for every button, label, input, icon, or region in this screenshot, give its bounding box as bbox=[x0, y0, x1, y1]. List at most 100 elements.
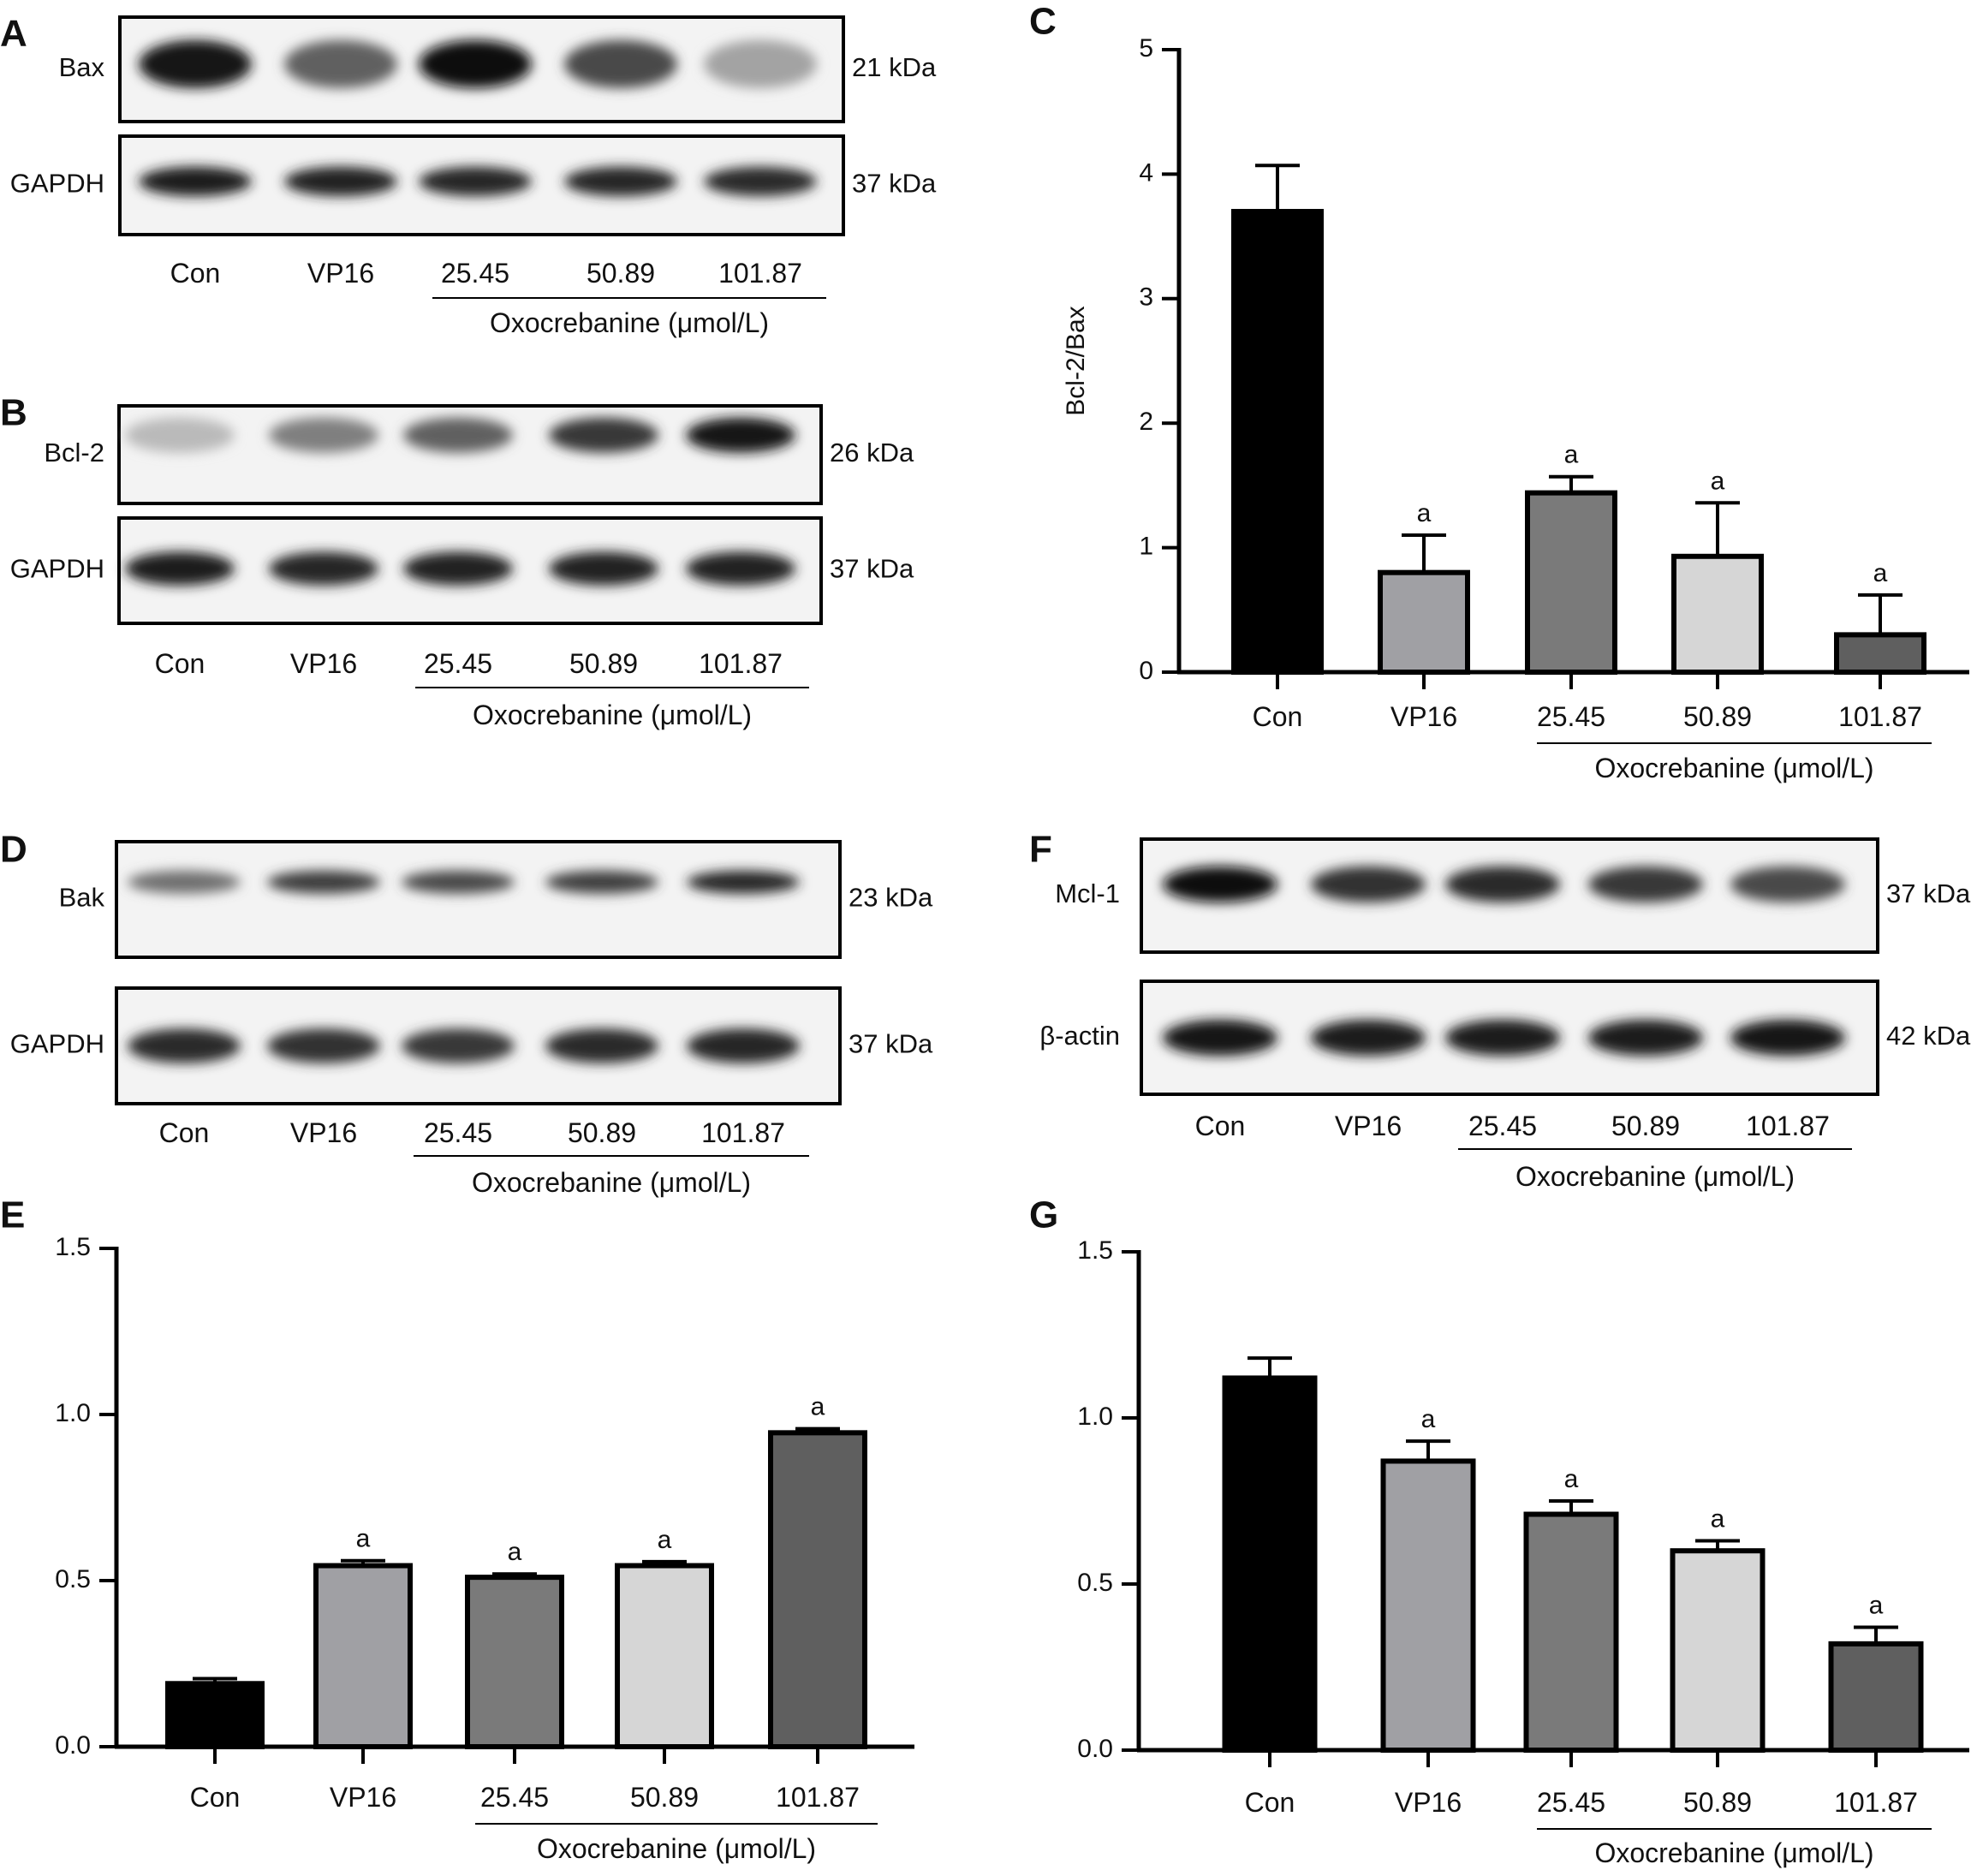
protein-label: GAPDH bbox=[10, 1029, 104, 1059]
blot-band bbox=[687, 1028, 800, 1063]
y-tick-label: 1.0 bbox=[55, 1399, 91, 1427]
lane-label: 101.87 bbox=[1746, 1111, 1830, 1141]
kda-label: 37 kDa bbox=[830, 554, 914, 584]
blot-band bbox=[139, 166, 252, 197]
significance-label: a bbox=[508, 1538, 522, 1566]
bar-101.87 bbox=[768, 1430, 867, 1749]
protein-label: Bax bbox=[59, 52, 105, 82]
blot-row: GAPDH 37 kDa bbox=[10, 516, 914, 625]
blot-band bbox=[1444, 866, 1561, 902]
blot-row: Bcl-2 26 kDa bbox=[44, 404, 914, 505]
significance-label: a bbox=[356, 1525, 371, 1553]
group-label: Oxocrebanine (μmol/L) bbox=[490, 307, 769, 338]
kda-label: 37 kDa bbox=[852, 169, 937, 199]
blot-band bbox=[284, 166, 397, 197]
bar-VP16 bbox=[1378, 569, 1470, 675]
lane-label: 101.87 bbox=[718, 258, 802, 289]
x-tick-label: 50.89 bbox=[1683, 701, 1752, 732]
group-label: Oxocrebanine (μmol/L) bbox=[473, 700, 752, 730]
protein-label: Mcl-1 bbox=[1055, 878, 1120, 908]
lane-label: Con bbox=[155, 648, 205, 679]
protein-label: β-actin bbox=[1039, 1021, 1120, 1051]
y-tick-label: 1.5 bbox=[55, 1233, 91, 1261]
significance-label: a bbox=[1421, 1405, 1436, 1433]
group-label: Oxocrebanine (μmol/L) bbox=[537, 1833, 816, 1864]
panel-letter: C bbox=[1029, 1, 1057, 43]
y-tick-label: 5 bbox=[1139, 34, 1153, 63]
blot-panel-A: A Bax 21 kDa GAPDH 37 kDa Con VP16 25.45 50.89 10… bbox=[0, 13, 937, 338]
lane-label: Con bbox=[159, 1117, 210, 1148]
blot-band bbox=[564, 166, 677, 197]
y-tick-label: 0.5 bbox=[55, 1565, 91, 1593]
x-tick-label: 101.87 bbox=[776, 1782, 860, 1813]
bar-VP16 bbox=[1380, 1458, 1476, 1753]
x-tick-label: 50.89 bbox=[630, 1782, 699, 1813]
panel-letter: F bbox=[1029, 829, 1052, 871]
x-tick-label: 101.87 bbox=[1834, 1787, 1918, 1818]
lane-label: 50.89 bbox=[568, 1117, 636, 1148]
blot-band bbox=[564, 39, 677, 88]
blot-band bbox=[1162, 866, 1278, 902]
blot-band bbox=[1310, 866, 1426, 902]
blot-band bbox=[125, 551, 235, 586]
significance-label: a bbox=[811, 1393, 825, 1421]
lane-label: 50.89 bbox=[1611, 1111, 1680, 1141]
y-tick-label: 0.5 bbox=[1077, 1569, 1113, 1597]
lane-label: VP16 bbox=[307, 258, 374, 289]
blot-row: GAPDH 37 kDa bbox=[10, 986, 933, 1105]
blot-panel-B: B Bcl-2 26 kDa GAPDH 37 kDa Con VP16 25.45 50.89… bbox=[0, 392, 914, 730]
significance-label: a bbox=[1869, 1591, 1884, 1619]
blot-band bbox=[128, 1028, 241, 1063]
bar-50.89 bbox=[615, 1563, 714, 1750]
blot-band bbox=[686, 551, 795, 586]
blot-band bbox=[549, 417, 658, 453]
blot-band bbox=[403, 551, 513, 586]
blot-membrane bbox=[115, 840, 842, 959]
blot-band bbox=[549, 551, 658, 586]
lane-label: 50.89 bbox=[569, 648, 638, 679]
y-tick-label: 0.0 bbox=[1077, 1735, 1113, 1763]
blot-band bbox=[686, 417, 795, 453]
lane-label: 25.45 bbox=[1468, 1111, 1537, 1141]
lane-label: VP16 bbox=[290, 1117, 357, 1148]
blot-band bbox=[284, 39, 397, 88]
y-tick-label: 0.0 bbox=[55, 1731, 91, 1760]
kda-label: 37 kDa bbox=[1886, 878, 1971, 908]
blot-row: GAPDH 37 kDa bbox=[10, 134, 937, 236]
x-tick-label: 25.45 bbox=[480, 1782, 549, 1813]
y-tick-label: 0 bbox=[1139, 657, 1153, 685]
blot-panel-D: D Bak 23 kDa GAPDH 37 kDa Con VP16 25.45 50.89 10… bbox=[0, 829, 933, 1198]
blot-band bbox=[1444, 1019, 1561, 1057]
bar-25.45 bbox=[465, 1575, 564, 1749]
bar-Con bbox=[1231, 209, 1324, 675]
significance-label: a bbox=[1711, 1505, 1725, 1534]
kda-label: 21 kDa bbox=[852, 52, 937, 82]
lane-label: Con bbox=[170, 258, 221, 289]
blot-band bbox=[1730, 1019, 1846, 1057]
y-tick-label: 1.5 bbox=[1077, 1236, 1113, 1265]
blot-band bbox=[128, 870, 241, 894]
blot-band bbox=[545, 1028, 658, 1063]
significance-label: a bbox=[1711, 467, 1725, 495]
blot-row: Mcl-1 37 kDa bbox=[1055, 837, 1971, 954]
x-tick-label: 25.45 bbox=[1537, 1787, 1605, 1818]
chart-panel-E: E 0.0 0.5 1.0 1.5 Con a VP16 a 25.45 a 50.89 a 101.87… bbox=[0, 1194, 914, 1864]
blot-band bbox=[125, 417, 235, 453]
group-label: Oxocrebanine (μmol/L) bbox=[472, 1167, 751, 1198]
x-tick-label: VP16 bbox=[1390, 701, 1457, 732]
chart-panel-C: C 0 1 2 3 4 5 Bcl-2/Bax Con a VP16 a 25.45 a 50.89 a 101… bbox=[1029, 1, 1969, 783]
group-label: Oxocrebanine (μmol/L) bbox=[1594, 1837, 1873, 1868]
bar-VP16 bbox=[313, 1563, 413, 1750]
bar-101.87 bbox=[1828, 1641, 1924, 1753]
protein-label: GAPDH bbox=[10, 169, 104, 199]
panel-letter: B bbox=[0, 392, 27, 434]
significance-label: a bbox=[1564, 1465, 1579, 1493]
x-tick-label: 25.45 bbox=[1537, 701, 1605, 732]
bar-25.45 bbox=[1525, 490, 1617, 676]
lane-label: VP16 bbox=[1335, 1111, 1402, 1141]
blot-band bbox=[545, 870, 658, 894]
